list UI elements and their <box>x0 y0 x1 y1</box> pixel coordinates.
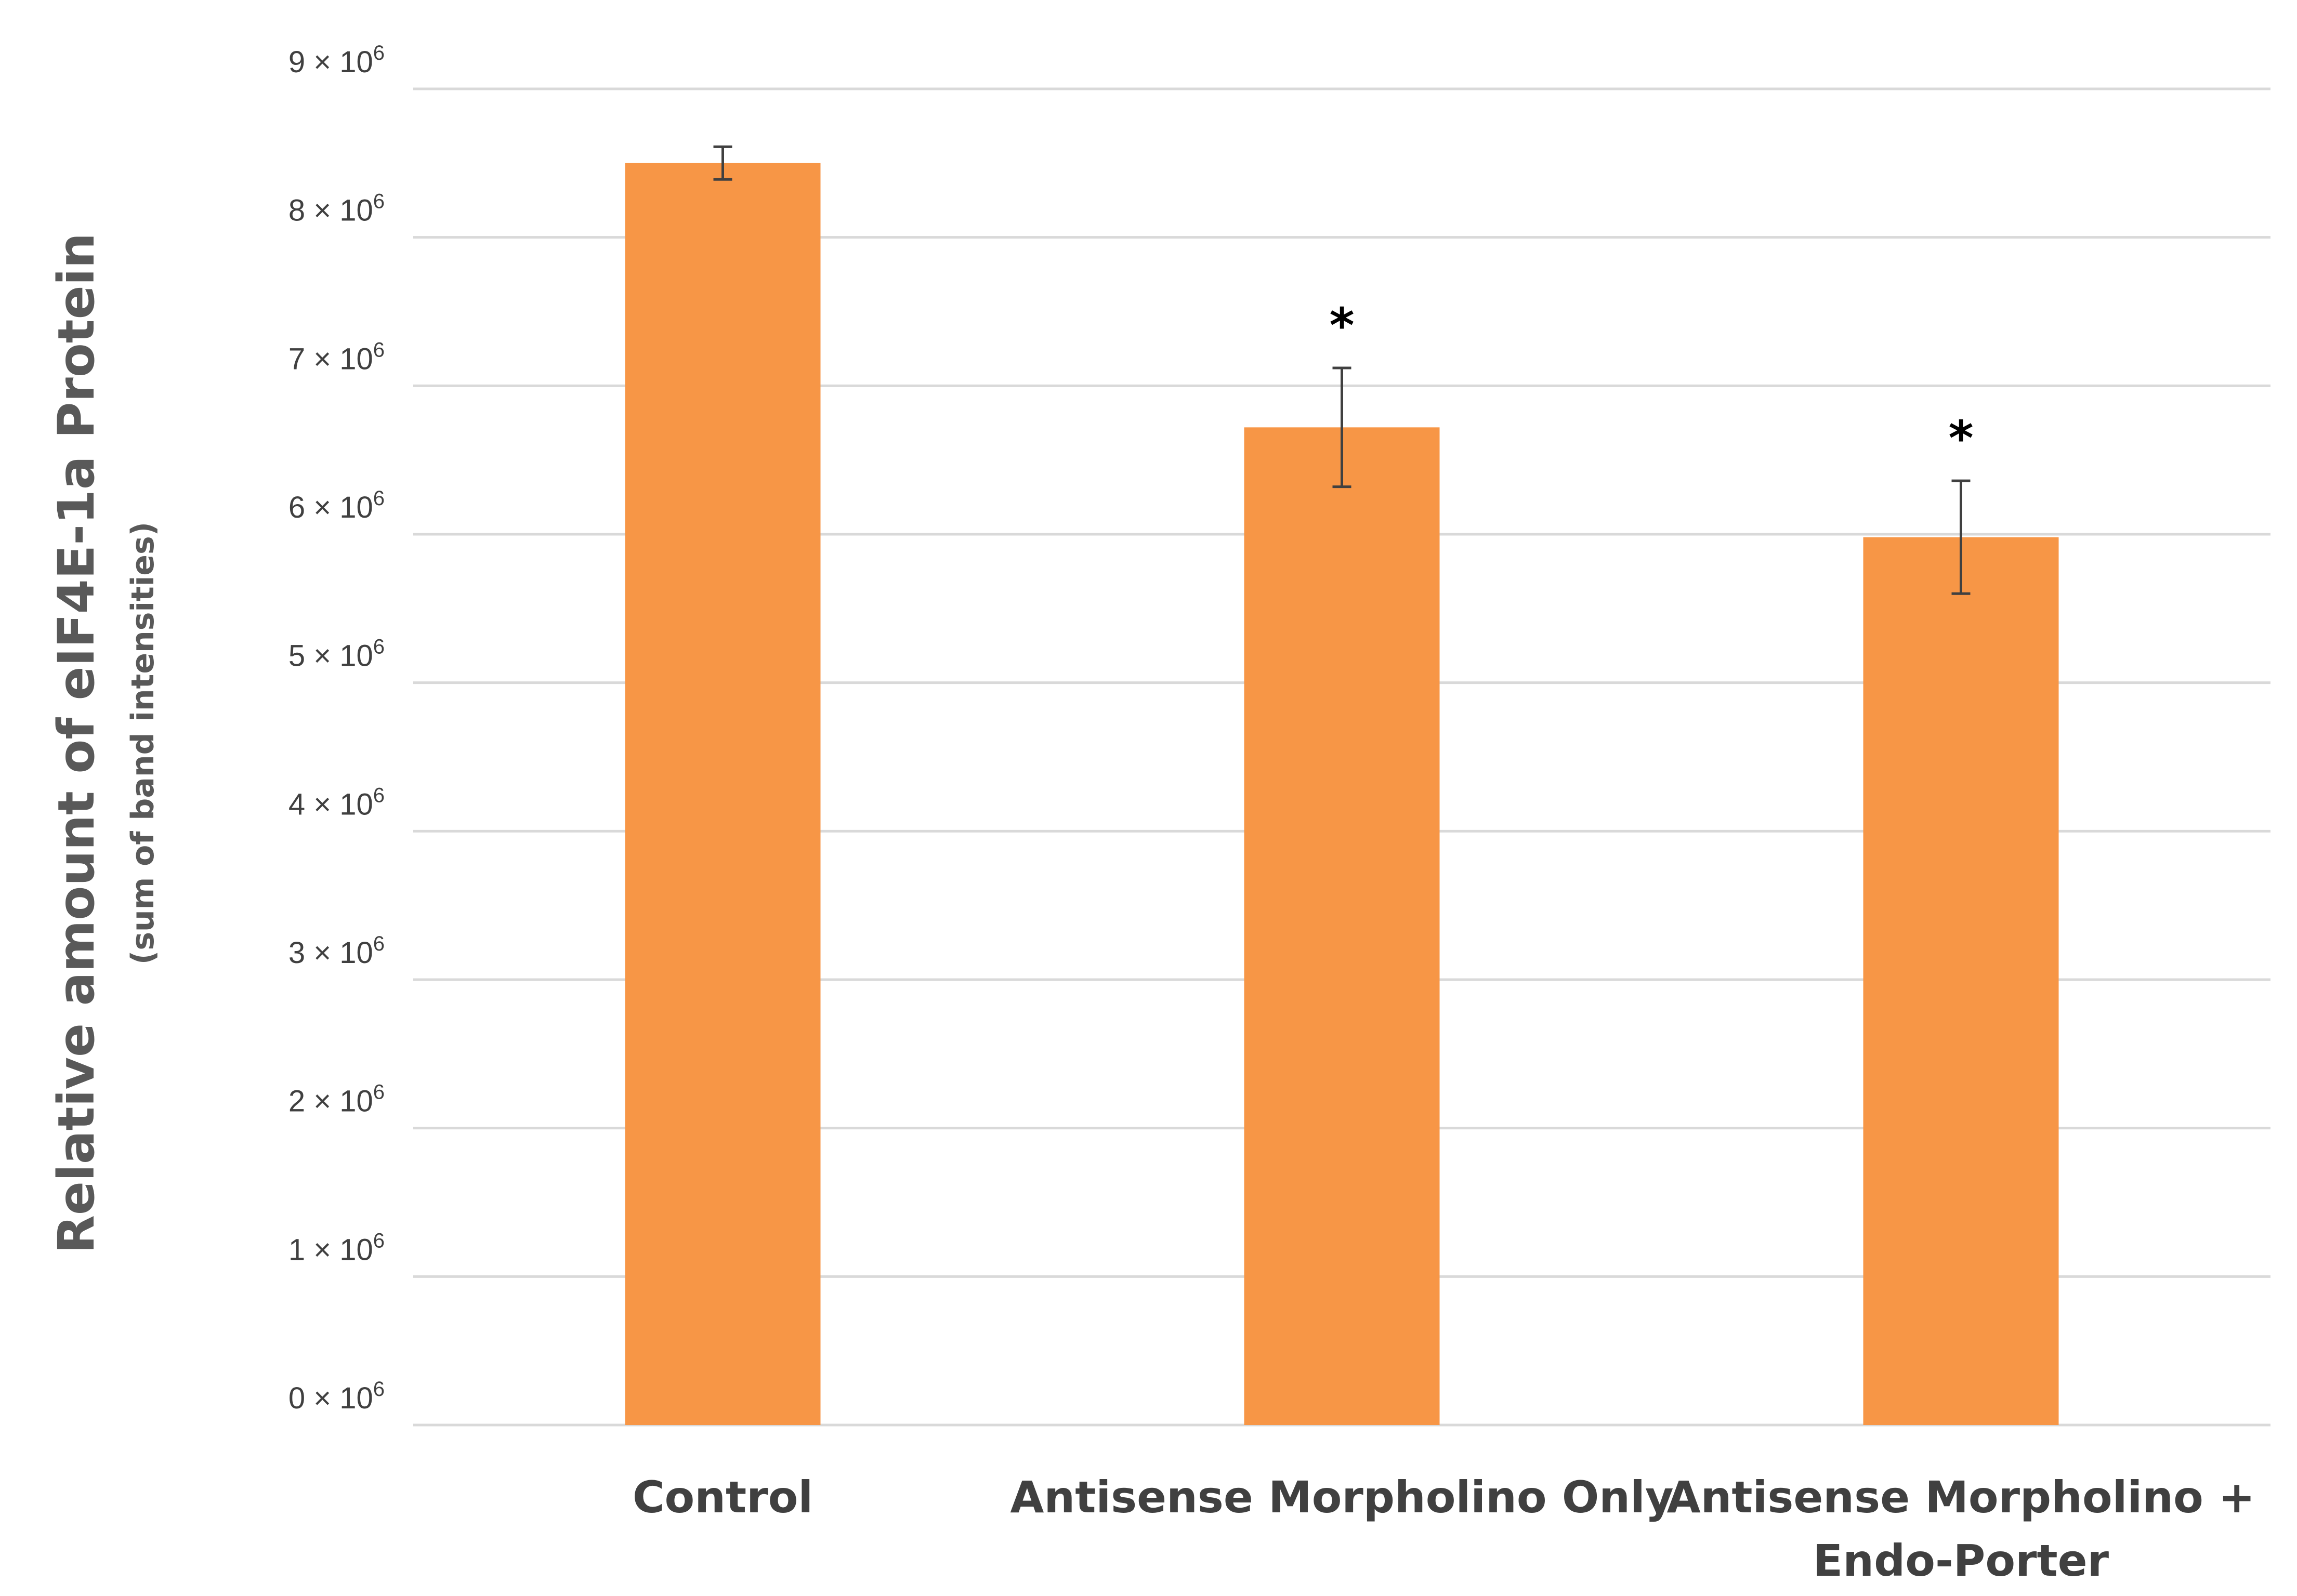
error-bar <box>1951 479 1971 595</box>
significance-marker: * <box>1329 298 1354 353</box>
y-tick-label: 1 × 106 <box>288 1229 385 1267</box>
significance-markers: ** <box>1329 298 1973 466</box>
category-label: Antisense Morpholino Only <box>1010 1472 1673 1523</box>
y-axis-subtitle: (sum of band intensities) <box>125 522 161 965</box>
y-tick-label: 7 × 106 <box>288 338 385 376</box>
y-tick-label: 3 × 106 <box>288 932 385 970</box>
error-bars <box>713 145 1971 595</box>
significance-marker: * <box>1948 411 1973 466</box>
y-tick-label: 6 × 106 <box>288 487 385 524</box>
y-tick-label: 8 × 106 <box>288 190 385 228</box>
category-label: Control <box>633 1472 813 1523</box>
bar <box>1863 537 2059 1425</box>
category-label: Antisense Morpholino + <box>1667 1472 2255 1523</box>
y-axis-title: Relative amount of eIF4E-1a Protein <box>47 233 106 1254</box>
y-tick-label: 4 × 106 <box>288 784 385 821</box>
bar <box>1244 427 1440 1425</box>
bar <box>625 163 821 1426</box>
y-tick-label: 0 × 106 <box>288 1378 385 1415</box>
error-bar <box>1332 366 1351 489</box>
bars <box>625 163 2059 1426</box>
y-tick-label: 5 × 106 <box>288 636 385 673</box>
error-bar <box>713 145 732 181</box>
y-tick-label: 9 × 106 <box>288 42 385 79</box>
category-labels: Control Antisense Morpholino OnlyAntisens… <box>633 1472 2255 1586</box>
y-tick-label: 2 × 106 <box>288 1081 385 1118</box>
category-label: Endo-Porter <box>1813 1535 2109 1586</box>
y-tick-labels: 0 × 106 1 × 106 2 × 106 3 × 106 4 × 106 5 × 1… <box>288 42 385 1415</box>
